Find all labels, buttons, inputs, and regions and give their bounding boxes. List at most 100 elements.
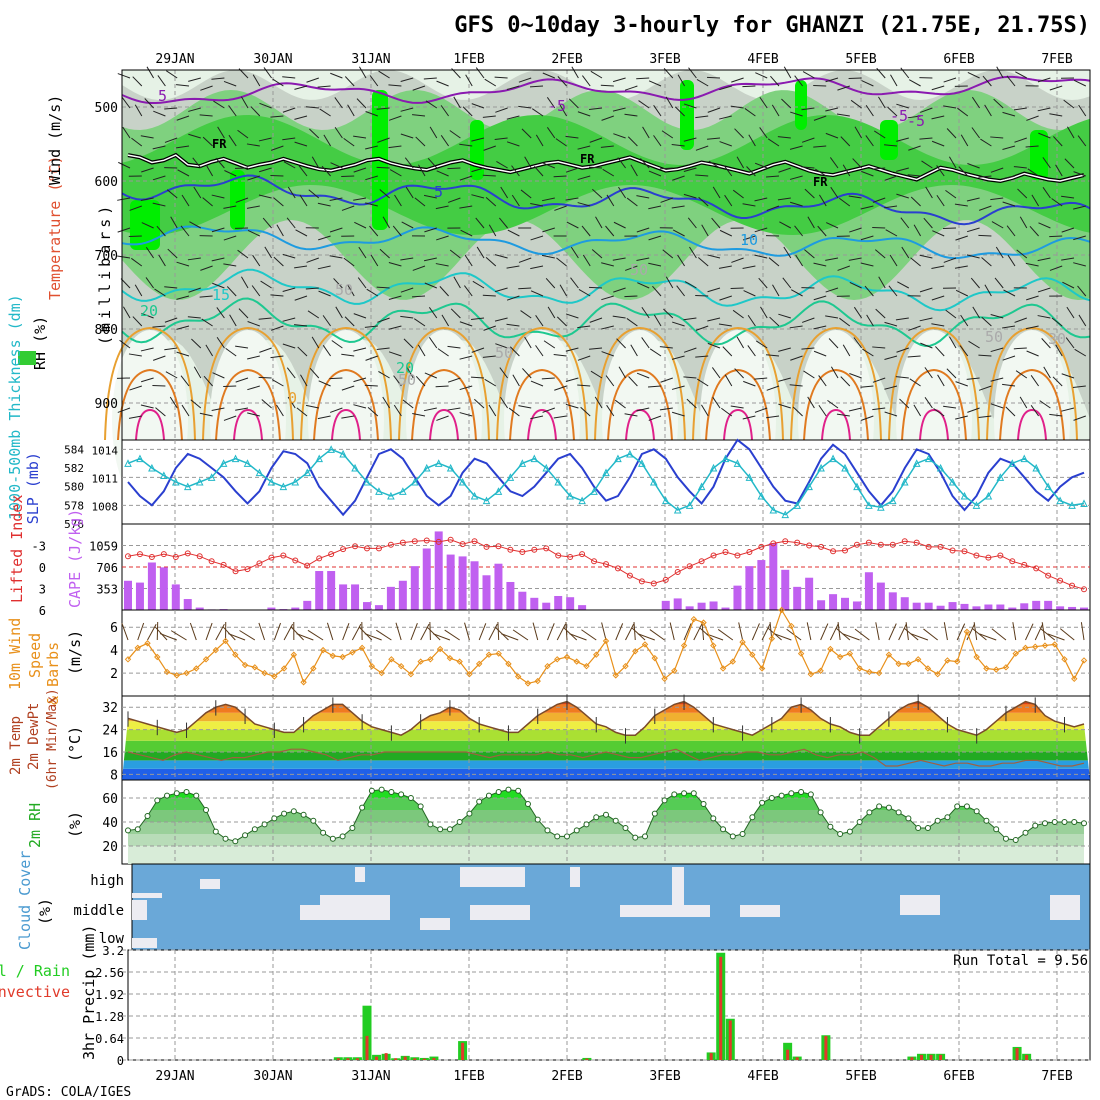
- wind-barb-10m: [283, 623, 294, 641]
- lifted-point: [196, 553, 203, 560]
- rh-point: [934, 817, 941, 824]
- wind-barb: [205, 164, 214, 177]
- thickness-point: [948, 477, 957, 486]
- cape-bar: [506, 581, 515, 610]
- lifted-point: [818, 543, 825, 550]
- wind-speed-point: [583, 662, 590, 670]
- rh-point: [554, 833, 561, 840]
- rh-point: [642, 833, 649, 840]
- wind-barb: [1002, 175, 1016, 180]
- wind-barb: [719, 141, 732, 147]
- wind-barb: [577, 325, 591, 329]
- precip-conv-bar: [929, 1054, 933, 1060]
- wind-barb: [825, 287, 839, 293]
- wind-speed-point: [436, 645, 444, 653]
- wind-barb: [121, 97, 131, 109]
- thickness-point: [160, 471, 168, 479]
- rh-band: [128, 834, 1084, 846]
- rh-point: [895, 809, 902, 816]
- wind-barb: [919, 317, 933, 322]
- wind-barb-10m: [488, 623, 498, 641]
- thickness-point: [470, 491, 479, 500]
- thickness-point: [518, 459, 527, 467]
- wind-speed-point: [1080, 657, 1088, 664]
- wind-barb: [376, 286, 390, 289]
- lifted-point: [1009, 558, 1016, 565]
- wind-barb: [648, 415, 662, 421]
- wind-barb: [308, 189, 320, 199]
- rh-point: [1051, 819, 1058, 825]
- wind-barb: [978, 415, 992, 419]
- wind-barb: [590, 370, 603, 379]
- wind-speed-point: [807, 671, 815, 678]
- wind-barb: [119, 339, 131, 349]
- wind-barb: [392, 225, 402, 237]
- contour-label: 20: [140, 302, 158, 320]
- wind-barb: [959, 345, 969, 357]
- wind-barb-10m: [342, 622, 350, 641]
- lifted-point: [913, 539, 920, 546]
- rh-point: [485, 792, 492, 799]
- wind-barb: [376, 347, 390, 351]
- wind-barb: [418, 164, 426, 177]
- wind-barb: [530, 380, 544, 387]
- wind-barb: [334, 126, 343, 139]
- wind-barb: [803, 370, 815, 379]
- wind-speed-point: [846, 650, 854, 657]
- wind-barb: [1002, 383, 1016, 387]
- precip-conv-bar: [355, 1058, 359, 1060]
- wind-barb: [169, 396, 178, 409]
- lifted-point: [304, 562, 311, 569]
- wind-barb: [649, 348, 662, 357]
- lifted-point: [865, 539, 872, 546]
- contour-30: [705, 368, 771, 441]
- rh-patch-bright: [130, 200, 160, 250]
- wind-barb: [662, 249, 674, 259]
- wind-barb: [874, 249, 886, 259]
- wind-barb: [270, 145, 284, 151]
- wind-speed-point: [475, 660, 483, 668]
- thickness-point: [399, 487, 407, 495]
- wind-barb: [180, 375, 190, 387]
- wind-barb: [459, 412, 473, 417]
- lifted-point: [877, 541, 884, 548]
- wind-barb: [624, 413, 638, 417]
- contour-label: FR: [580, 152, 595, 166]
- rh-point: [583, 821, 590, 828]
- wind-barb: [166, 189, 178, 199]
- wind-barb: [907, 355, 921, 358]
- wind-barb: [134, 104, 143, 117]
- wind-barb: [995, 246, 1004, 259]
- cape-bar: [518, 591, 527, 610]
- lifted-point: [674, 569, 681, 576]
- wind-barb: [1025, 325, 1039, 330]
- wind-speed-point: [154, 653, 161, 661]
- wind-barb: [884, 355, 898, 360]
- lifted-point: [495, 543, 502, 550]
- wind-barbs-10m: [121, 621, 1085, 641]
- rh-tick-label: 60: [102, 792, 118, 807]
- thickness-point: [1032, 463, 1041, 472]
- wind-barb: [624, 113, 638, 117]
- rh-point: [173, 790, 180, 797]
- wind-barb: [602, 168, 615, 177]
- thickness-point: [458, 477, 467, 486]
- wind-barb: [884, 321, 898, 327]
- wind-barb: [848, 257, 862, 261]
- cape-bar: [781, 569, 790, 610]
- lifted-point: [399, 539, 406, 546]
- wind-barb: [176, 115, 190, 121]
- wind-barb: [747, 345, 756, 357]
- lifted-point: [172, 553, 179, 560]
- wind-barb: [1017, 188, 1028, 199]
- wind-barb: [496, 160, 508, 169]
- wind-barb-10m: [991, 628, 1007, 641]
- wind-barb: [794, 75, 803, 87]
- wind-barb: [329, 197, 343, 202]
- wind-barb: [978, 205, 992, 211]
- wind-speed-point: [895, 660, 902, 668]
- precip-conv-bar: [919, 1054, 923, 1060]
- rh-point: [1041, 820, 1048, 827]
- wind-barb: [322, 315, 332, 327]
